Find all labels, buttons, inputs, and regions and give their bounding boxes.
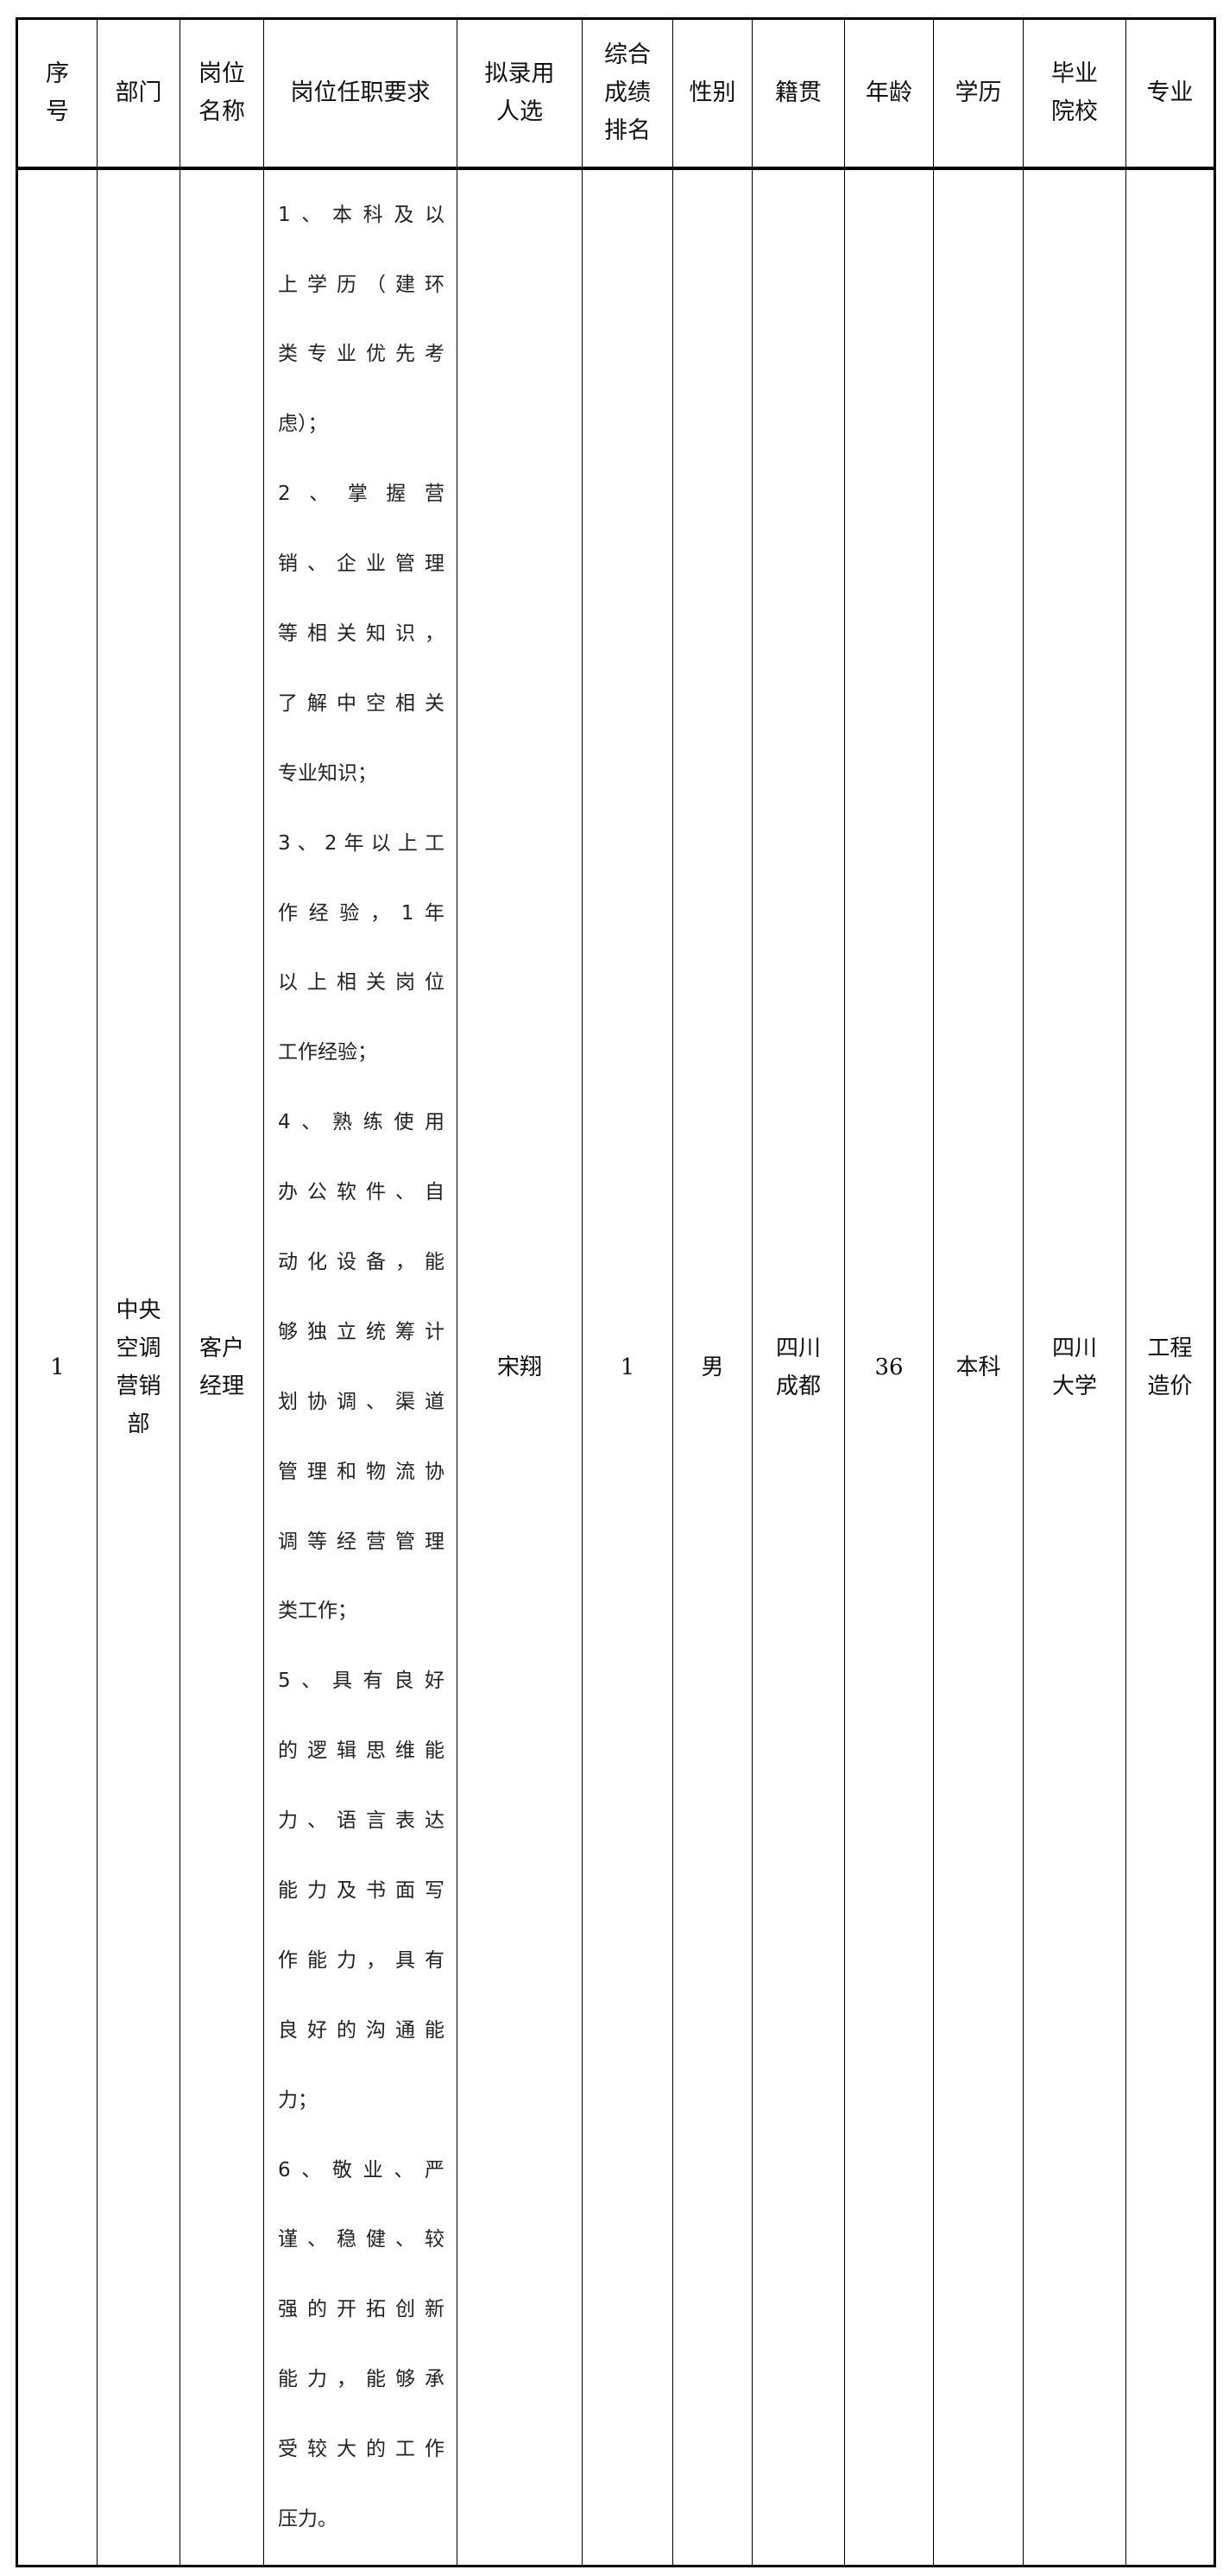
column-header-line: 排名 (604, 117, 651, 144)
requirement-line: 6、敬业、严 (278, 2158, 444, 2181)
recruitment-table: 序号部门 岗位 名称 岗位任职要求 拟录用 人选 综合 成绩 排名 性别 籍贯 年龄 学历 毕业 院校 专业 … (16, 17, 1216, 2567)
requirement-line: 作经验，1年 (278, 901, 444, 925)
column-header-line: 岗位任职要求 (290, 79, 431, 106)
cell-line: 成都 (775, 1373, 821, 1399)
column-header-line: 性别 (689, 79, 736, 106)
cell-gender: 男 (672, 167, 753, 2567)
cell-line: 工程 (1147, 1335, 1193, 1361)
requirement-line: 销、企业管理 (278, 552, 444, 576)
column-header: 岗位 名称 (180, 18, 264, 170)
requirement-line: 动化设备，能 (278, 1250, 444, 1273)
column-header-line: 毕业 (1051, 60, 1098, 87)
column-header: 部门 (97, 18, 180, 170)
column-header-line: 籍贯 (775, 79, 822, 106)
requirement-line: 能力及书面写 (278, 1878, 444, 1902)
cell-line: 大学 (1051, 1373, 1097, 1399)
requirement-line: 2、掌握营 (278, 483, 444, 506)
column-header-line: 院校 (1051, 98, 1098, 125)
cell-line: 空调 (116, 1335, 161, 1361)
cell-major: 工程 造价 (1125, 167, 1215, 2567)
requirement-line: 管理和物流协 (278, 1460, 444, 1483)
cell-index: 1 (16, 167, 98, 2567)
requirement-line: 等相关知识， (278, 622, 444, 645)
column-header-line: 综合 (604, 41, 651, 68)
column-header: 年龄 (844, 18, 934, 170)
requirement-line: 办公软件、自 (278, 1181, 444, 1204)
requirement-line: 良好的沟通能 (278, 2018, 444, 2042)
requirement-line: 以上相关岗位 (278, 971, 444, 994)
requirement-line: 谨、稳健、较 (278, 2228, 444, 2251)
column-header-line: 人选 (496, 98, 543, 125)
column-header: 学历 (933, 18, 1024, 170)
cell-line: 营销 (116, 1373, 161, 1399)
cell-requirements: 1、本科及以 上学历（建环 类专业优先考 虑）； 2、掌握营销、企业管理 等相关知识， 了解… (263, 167, 457, 2567)
cell-line: 中央 (116, 1297, 161, 1323)
cell-line: 经理 (199, 1373, 244, 1399)
cell-origin: 四川 成都 (752, 167, 845, 2567)
column-header-line: 岗位 (199, 60, 245, 87)
cell-line: 四川 (1051, 1335, 1097, 1361)
column-header-line: 专业 (1146, 79, 1194, 106)
requirement-line: 压力。 (278, 2508, 337, 2530)
column-header-line: 序 (46, 60, 69, 87)
cell-age: 36 (844, 167, 934, 2567)
column-header-line: 年龄 (866, 79, 912, 106)
column-header: 籍贯 (752, 18, 845, 170)
requirement-line: 3、2年以上工 (278, 831, 444, 855)
cell-department: 中央 空调 营销部 (97, 167, 180, 2567)
column-header-line: 号 (46, 98, 69, 125)
requirement-line: 强的开拓创新 (278, 2298, 444, 2321)
requirement-line: 作能力，具有 (278, 1948, 444, 1972)
requirement-line: 上学历（建环 (278, 273, 444, 296)
cell-line: 部 (127, 1411, 150, 1437)
requirement-line: 4、熟练使用 (278, 1111, 444, 1134)
column-header-line: 成绩 (604, 79, 651, 106)
cell-position: 客户 经理 (180, 167, 264, 2567)
table-row: 1 中央空调营销部 客户经理 1、本科及以 上学历（建环 类专业优先考 虑）； 2、掌握… (16, 167, 1215, 2567)
cell-education: 本科 (933, 167, 1024, 2567)
requirement-line: 力； (278, 2088, 318, 2112)
column-header: 专业 (1125, 18, 1215, 170)
column-header: 毕业 院校 (1023, 18, 1126, 170)
requirement-line: 划协调、渠道 (278, 1390, 444, 1413)
requirement-line: 5、具有良好 (278, 1670, 444, 1693)
column-header: 拟录用 人选 (457, 18, 583, 170)
column-header: 性别 (672, 18, 753, 170)
column-header: 岗位任职要求 (263, 18, 457, 170)
requirement-line: 类工作； (278, 1600, 357, 1623)
column-header-line: 拟录用 (484, 60, 555, 87)
requirement-line: 1、本科及以 (278, 203, 444, 226)
column-header: 序号 (16, 18, 98, 170)
requirement-line: 了解中空相关 (278, 691, 444, 715)
column-header-line: 部门 (115, 79, 162, 106)
cell-school: 四川 大学 (1023, 167, 1126, 2567)
requirement-line: 能力，能够承 (278, 2368, 444, 2391)
requirement-line: 调等经营管理 (278, 1530, 444, 1553)
header-row: 序号部门 岗位 名称 岗位任职要求 拟录用 人选 综合 成绩 排名 性别 籍贯 年龄 学历 毕业 院校 专业 (16, 18, 1215, 170)
requirement-line: 虑）； (278, 413, 328, 436)
column-header-line: 学历 (955, 79, 1002, 106)
requirement-line: 工作经验； (278, 1041, 377, 1064)
requirement-line: 的逻辑思维能 (278, 1739, 444, 1763)
column-header-line: 名称 (199, 98, 245, 125)
requirement-line: 够独立统筹计 (278, 1320, 444, 1343)
requirement-line: 专业知识； (278, 761, 377, 785)
cell-candidate: 宋翔 (457, 167, 583, 2567)
cell-line: 造价 (1147, 1373, 1193, 1399)
cell-line: 四川 (775, 1335, 821, 1361)
requirement-line: 受较大的工作 (278, 2438, 444, 2461)
requirement-line: 类专业优先考 (278, 343, 444, 366)
cell-rank: 1 (582, 167, 673, 2567)
column-header: 综合 成绩 排名 (582, 18, 673, 170)
requirement-line: 力、语言表达 (278, 1809, 444, 1833)
cell-line: 客户 (199, 1335, 244, 1361)
